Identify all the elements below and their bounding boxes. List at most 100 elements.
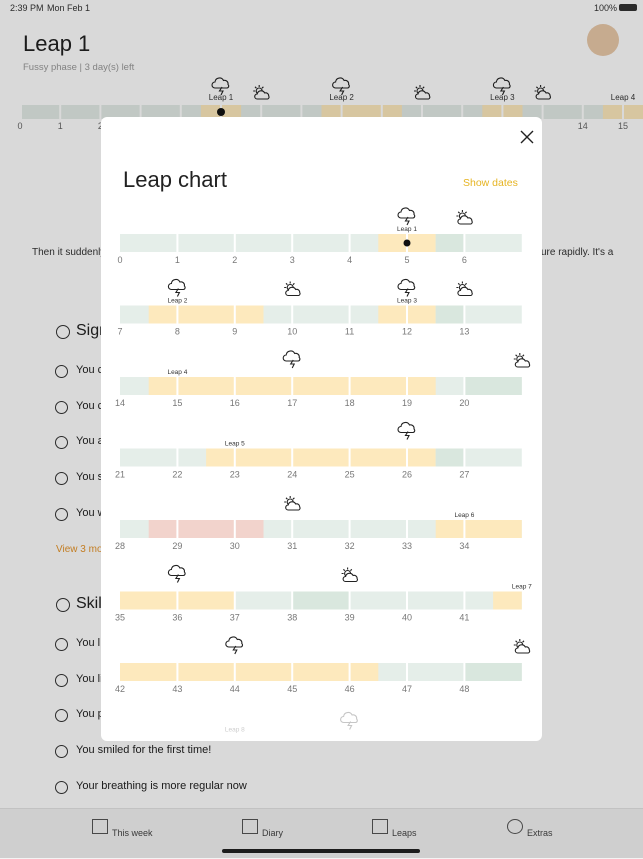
check-circle[interactable] xyxy=(55,709,68,723)
phase-band xyxy=(435,234,465,252)
sun-icon xyxy=(513,352,531,368)
close-button[interactable] xyxy=(519,129,535,145)
leap-label: Leap 2 xyxy=(329,93,354,102)
week-label: 29 xyxy=(172,541,182,551)
signal-item: You a xyxy=(76,435,104,448)
week-label: 23 xyxy=(230,470,240,480)
tab-label[interactable]: Leaps xyxy=(392,828,417,838)
leap-label: Leap 5 xyxy=(225,441,245,448)
sun-icon xyxy=(283,280,301,297)
storm-icon xyxy=(397,207,416,226)
week-label: 24 xyxy=(287,470,297,480)
tab-icon[interactable] xyxy=(92,819,108,834)
week-label: 43 xyxy=(172,684,182,694)
week-label: 16 xyxy=(230,398,240,408)
week-label: 6 xyxy=(462,255,467,265)
week-label: 5 xyxy=(404,255,409,265)
status-time: 2:39 PM xyxy=(10,3,44,13)
check-circle[interactable] xyxy=(55,365,68,378)
tab-icon[interactable] xyxy=(242,819,258,834)
week-label: 12 xyxy=(402,327,412,337)
leap-label: Leap 1 xyxy=(209,93,234,102)
signal-item: You smiled for the first time! xyxy=(76,744,212,757)
phase-band xyxy=(148,305,264,324)
week-label: 44 xyxy=(230,684,240,694)
signal-item: You p xyxy=(76,708,104,721)
week-label: 42 xyxy=(115,684,125,694)
tab-icon[interactable] xyxy=(372,819,388,834)
signal-item: You li xyxy=(76,672,103,685)
phase-band xyxy=(435,520,522,538)
tab-label[interactable]: This week xyxy=(112,828,153,838)
intro-text: Then it suddenly xyxy=(32,247,106,258)
section-title: Skil xyxy=(76,595,102,612)
status-battery: 100% xyxy=(594,3,618,13)
week-label: 4 xyxy=(347,255,352,265)
timeline-tick-label: 2 xyxy=(98,121,103,131)
phase-band xyxy=(493,591,522,610)
week-label: 11 xyxy=(345,327,354,337)
tab-label[interactable]: Extras xyxy=(527,828,553,838)
week-label: 17 xyxy=(287,398,297,408)
check-circle[interactable] xyxy=(55,638,68,651)
signal-item: You w xyxy=(76,506,106,519)
storm-icon xyxy=(397,421,416,441)
storm-icon xyxy=(225,636,244,655)
phase-band xyxy=(206,448,436,467)
check-circle[interactable] xyxy=(55,400,68,414)
week-label: 2 xyxy=(232,255,237,265)
phase-band xyxy=(435,448,465,467)
week-label: 41 xyxy=(459,613,469,623)
view-more-link[interactable]: View 3 mo xyxy=(56,544,103,555)
week-label: 10 xyxy=(287,327,297,337)
timeline: 0 1 2 14 15 Leap 1 Leap 2 Leap 3 Leap 4 xyxy=(17,77,643,131)
week-label: 13 xyxy=(459,327,469,337)
week-label: 36 xyxy=(172,613,182,623)
page-title: Leap 1 xyxy=(23,31,91,56)
sun-icon xyxy=(513,638,531,654)
week-label: 47 xyxy=(402,684,412,694)
week-label: 22 xyxy=(172,470,182,480)
current-dot xyxy=(403,239,411,247)
section-title: Sign xyxy=(76,322,109,339)
battery-icon xyxy=(619,4,637,11)
storm-icon xyxy=(340,711,358,731)
show-dates-button[interactable]: Show dates xyxy=(463,177,518,189)
sun-icon xyxy=(341,566,358,583)
check-circle[interactable] xyxy=(55,436,68,450)
storm-icon xyxy=(167,278,186,298)
leap-label: Leap 7 xyxy=(512,584,532,591)
week-label: 3 xyxy=(290,255,295,265)
check-circle[interactable] xyxy=(55,780,68,794)
leap-label: Leap 3 xyxy=(490,93,515,102)
check-circle[interactable] xyxy=(55,745,68,759)
week-label: 25 xyxy=(345,470,355,480)
check-circle[interactable] xyxy=(55,507,68,521)
week-label: 26 xyxy=(402,470,412,480)
signal-item: Your breathing is more regular now xyxy=(76,779,247,792)
week-label: 7 xyxy=(117,327,122,337)
week-label: 35 xyxy=(115,613,125,623)
week-label: 9 xyxy=(232,327,237,337)
week-label: 48 xyxy=(459,684,469,694)
home-indicator xyxy=(222,849,420,853)
week-label: 45 xyxy=(287,684,297,694)
avatar[interactable] xyxy=(587,24,619,56)
week-label: 14 xyxy=(115,398,125,408)
tab-label[interactable]: Diary xyxy=(262,828,284,838)
week-label: 27 xyxy=(459,470,469,480)
check-circle[interactable] xyxy=(55,673,68,687)
week-label: 0 xyxy=(117,255,122,265)
phase-band xyxy=(464,663,522,681)
week-label: 18 xyxy=(345,398,355,408)
timeline-tick-label: 0 xyxy=(17,121,22,131)
leap-label: Leap 1 xyxy=(397,226,417,233)
tab-icon[interactable] xyxy=(507,819,523,834)
modal-title: Leap chart xyxy=(123,167,227,192)
page-subtitle: Fussy phase | 3 day(s) left xyxy=(23,62,135,73)
storm-icon xyxy=(282,350,301,369)
signal-item: You c xyxy=(76,399,104,412)
week-label: 1 xyxy=(175,255,180,265)
check-circle[interactable] xyxy=(55,472,68,486)
